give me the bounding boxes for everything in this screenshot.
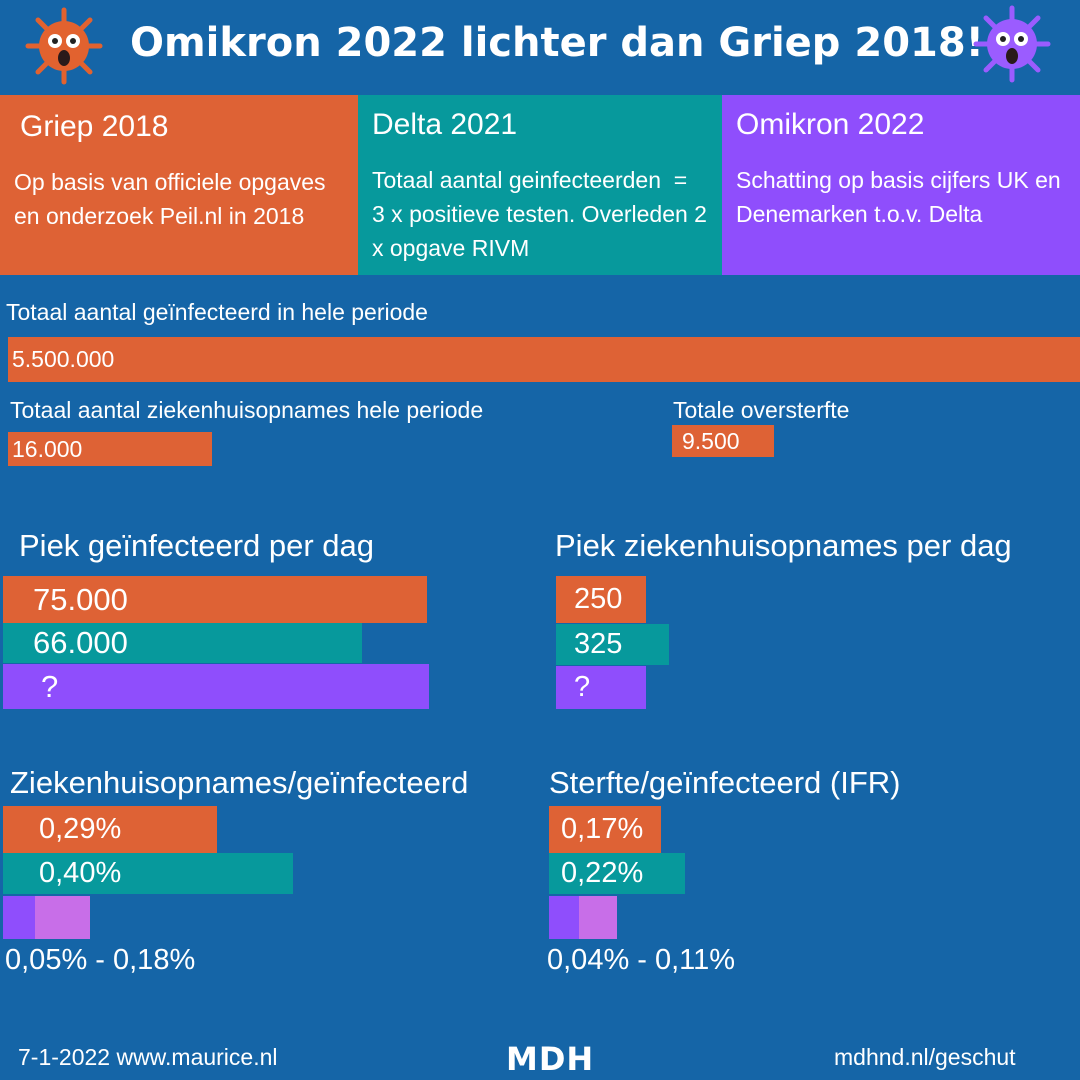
- data-label: 0,29%: [39, 813, 122, 845]
- data-label: ?: [574, 671, 591, 703]
- data-label: ?: [41, 668, 59, 704]
- card-body: Totaal aantal geinfecteerden = 3 x posit…: [372, 167, 714, 261]
- card-title: Delta 2021: [372, 108, 518, 141]
- chart-title-hospital-rate: Ziekenhuisopnames/geïnfecteerd: [10, 765, 469, 800]
- bar-delta-ifr: 0,22%: [549, 853, 685, 894]
- bar-delta-peak-infected: 66.000: [3, 623, 362, 663]
- bar-omikron-hospital-rate-range: [35, 896, 90, 939]
- mdh-logo: MDH: [506, 1040, 595, 1078]
- range-label-omikron-ifr: 0,04% - 0,11%: [547, 944, 736, 976]
- bar-griep-peak-hospital: 250: [556, 576, 646, 623]
- chart-title-peak-infected: Piek geïnfecteerd per dag: [19, 528, 375, 563]
- card-title: Griep 2018: [20, 110, 169, 143]
- card-delta-2021: Delta 2021 Totaal aantal geinfecteerden …: [358, 95, 722, 275]
- data-label: 16.000: [12, 435, 83, 462]
- footer-link: mdhnd.nl/geschut: [834, 1044, 1016, 1070]
- bar-omikron-ifr-range: [579, 896, 617, 939]
- data-label: 75.000: [33, 581, 128, 617]
- bar-delta-hospital-rate: 0,40%: [3, 853, 293, 894]
- range-label-omikron-hospital-rate: 0,05% - 0,18%: [5, 944, 196, 976]
- chart-title-ifr: Sterfte/geïnfecteerd (IFR): [549, 765, 901, 800]
- bar-omikron-ifr-low: [549, 896, 579, 939]
- page-title: Omikron 2022 lichter dan Griep 2018!: [130, 20, 984, 66]
- bar-griep-peak-infected: 75.000: [3, 576, 427, 623]
- data-label: 66.000: [33, 625, 128, 660]
- footer-date-site: 7-1-2022 www.maurice.nl: [18, 1044, 278, 1070]
- chart-title-peak-hospital: Piek ziekenhuisopnames per dag: [555, 528, 1012, 563]
- bar-omikron-peak-hospital: ?: [556, 666, 646, 709]
- data-label: 250: [574, 583, 623, 615]
- card-body: Op basis van officiele opgaves en onderz…: [14, 169, 326, 229]
- bar-delta-peak-hospital: 325: [556, 624, 669, 665]
- data-label: 9.500: [682, 427, 740, 454]
- card-omikron-2022: Omikron 2022 Schatting op basis cijfers …: [722, 95, 1080, 275]
- data-label: 0,22%: [561, 857, 644, 889]
- bar-griep-ifr: 0,17%: [549, 806, 661, 853]
- card-griep-2018: Griep 2018 Op basis van officiele opgave…: [0, 95, 358, 275]
- chart-title-excess-deaths: Totale oversterfte: [673, 397, 850, 423]
- data-label: 0,17%: [561, 813, 644, 845]
- bar-griep-total-hospital: 16.000: [8, 432, 212, 466]
- data-label: 325: [574, 628, 623, 660]
- bar-griep-hospital-rate: 0,29%: [3, 806, 217, 853]
- bar-omikron-hospital-rate-low: [3, 896, 35, 939]
- bar-omikron-peak-infected: ?: [3, 664, 429, 709]
- bar-griep-excess-deaths: 9.500: [672, 425, 774, 457]
- purple-virus-emoji-icon: [972, 4, 1052, 84]
- data-label: 5.500.000: [12, 346, 115, 372]
- card-title: Omikron 2022: [736, 108, 925, 141]
- chart-title-total-hospital: Totaal aantal ziekenhuisopnames hele per…: [10, 397, 484, 423]
- bar-griep-total-infected: 5.500.000: [8, 337, 1080, 382]
- chart-title-total-infected: Totaal aantal geïnfecteerd in hele perio…: [6, 299, 428, 325]
- card-body: Schatting op basis cijfers UK en Denemar…: [736, 167, 1061, 227]
- orange-virus-emoji-icon: [24, 6, 104, 86]
- data-label: 0,40%: [39, 857, 122, 889]
